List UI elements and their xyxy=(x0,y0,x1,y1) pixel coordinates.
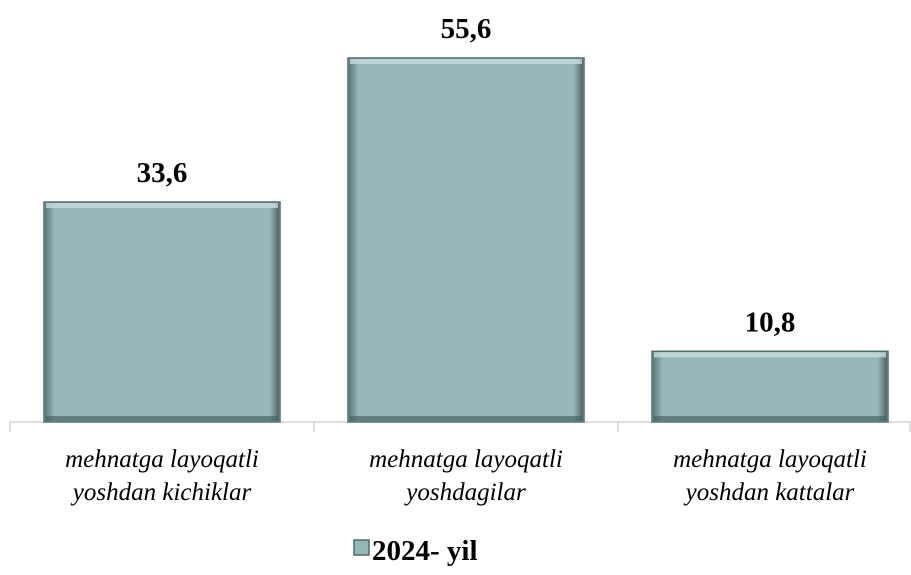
value-label: 55,6 xyxy=(441,13,492,45)
x-tick-label: mehnatga layoqatli yoshdagilar xyxy=(369,446,563,506)
bar-top-edge xyxy=(46,203,278,209)
bar-top-edge xyxy=(654,352,886,358)
value-label: 10,8 xyxy=(745,306,796,338)
bar-bottom-edge xyxy=(350,416,582,421)
legend-label: 2024- yil xyxy=(372,535,478,567)
bar-bottom-edge xyxy=(654,416,886,421)
bar-top-edge xyxy=(350,59,582,64)
value-label: 33,6 xyxy=(137,157,188,189)
x-tick-label: mehnatga layoqatli yoshdan kattalar xyxy=(673,446,867,506)
bar-bevel xyxy=(653,352,887,421)
legend-swatch xyxy=(353,539,370,556)
bar-bevel xyxy=(45,203,279,421)
bar-bevel xyxy=(349,59,583,421)
x-tick-label: mehnatga layoqatli yoshdan kichiklar xyxy=(65,446,259,506)
bar-bottom-edge xyxy=(46,416,278,421)
